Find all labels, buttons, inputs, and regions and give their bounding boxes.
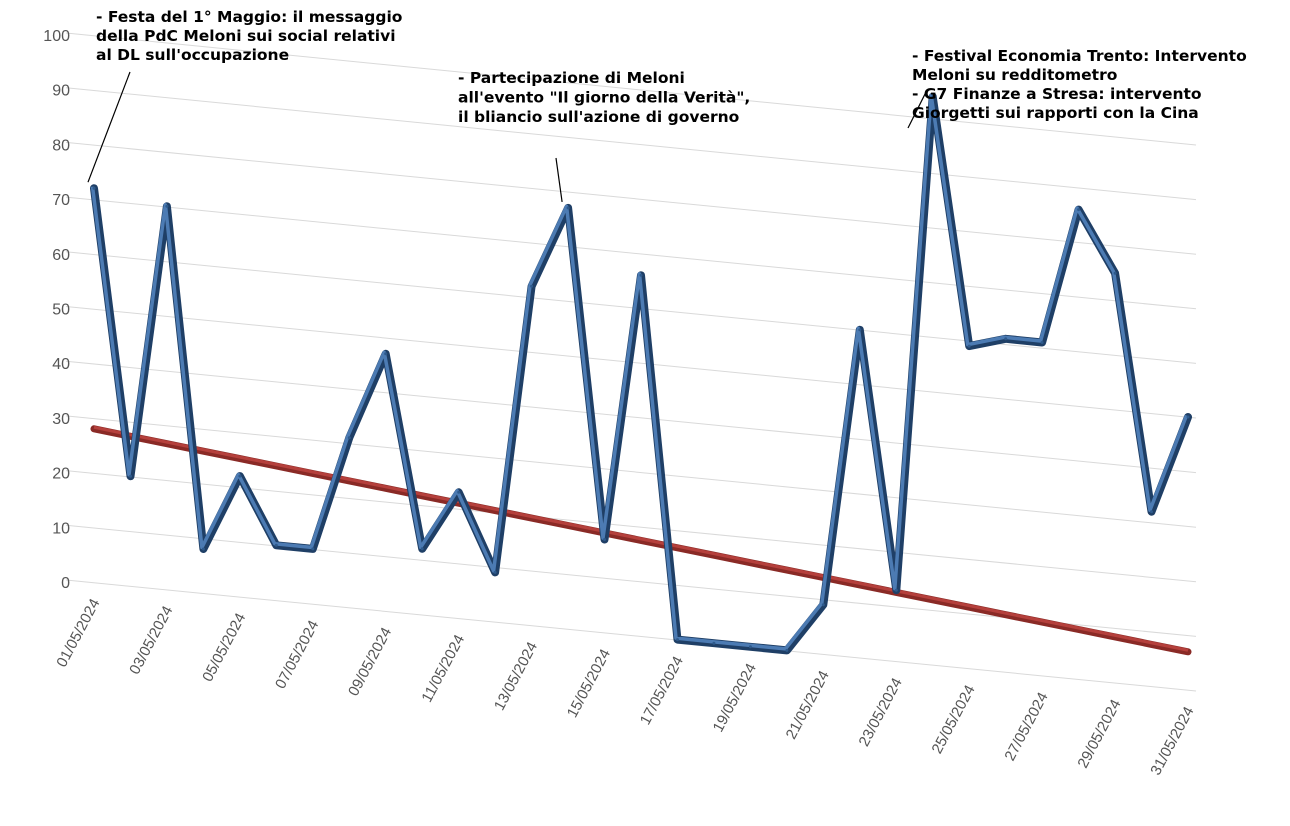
y-tick-label: 30 bbox=[52, 411, 70, 428]
main-series bbox=[90, 92, 1192, 655]
annotation-text-line: al DL sull'occupazione bbox=[96, 46, 289, 64]
data-point bbox=[894, 588, 898, 592]
annotation-text-line: all'evento "Il giorno della Verità", bbox=[458, 89, 750, 107]
data-point bbox=[712, 641, 716, 645]
y-tick-label: 20 bbox=[52, 466, 70, 483]
y-tick-label: 100 bbox=[43, 28, 70, 45]
y-axis-tick-labels: 0 10 20 30 40 50 60 70 80 90 100 bbox=[43, 28, 70, 592]
x-axis-tick-labels: 01/05/2024 03/05/2024 05/05/2024 07/05/2024… bbox=[53, 596, 1197, 778]
annotation-text-line: della PdC Meloni sui social relativi bbox=[96, 27, 396, 45]
annotation-text-line: - Partecipazione di Meloni bbox=[458, 69, 685, 87]
data-point bbox=[311, 547, 315, 551]
x-tick-label: 15/05/2024 bbox=[564, 646, 614, 720]
gridline bbox=[65, 415, 1197, 528]
data-point bbox=[420, 547, 424, 551]
gridline bbox=[65, 87, 1197, 201]
y-tick-label: 70 bbox=[52, 192, 70, 209]
data-point bbox=[530, 284, 534, 288]
annotation-leader-line bbox=[555, 157, 563, 202]
data-point bbox=[347, 436, 351, 440]
annotation-text-line: il bliancio sull'azione di governo bbox=[458, 108, 739, 126]
gridline bbox=[65, 141, 1197, 255]
data-point bbox=[1186, 415, 1190, 419]
data-point bbox=[676, 638, 679, 642]
gridline bbox=[65, 579, 1197, 692]
y-tick-label: 90 bbox=[52, 83, 70, 100]
data-point bbox=[92, 186, 96, 190]
data-point bbox=[858, 328, 862, 332]
annotations: - Festa del 1° Maggio: il messaggiodella… bbox=[87, 8, 1247, 202]
x-tick-label: 07/05/2024 bbox=[272, 617, 322, 691]
series-line bbox=[90, 93, 1189, 651]
x-tick-label: 21/05/2024 bbox=[783, 668, 833, 742]
x-tick-label: 03/05/2024 bbox=[126, 603, 176, 677]
annotation-text-line: Meloni su redditometro bbox=[912, 66, 1117, 84]
x-tick-label: 31/05/2024 bbox=[1147, 704, 1197, 778]
y-tick-label: 50 bbox=[52, 302, 70, 319]
annotation-text-line: Giorgetti sui rapporti con la Cina bbox=[912, 104, 1199, 122]
data-point bbox=[384, 352, 388, 356]
data-point bbox=[1004, 337, 1008, 341]
y-tick-label: 10 bbox=[52, 520, 70, 537]
annotation-leader-line bbox=[907, 90, 928, 129]
data-point bbox=[785, 648, 789, 652]
y-tick-label: 60 bbox=[52, 247, 70, 264]
data-point bbox=[238, 474, 242, 478]
gridline bbox=[65, 32, 1197, 146]
data-point bbox=[566, 206, 570, 210]
data-point bbox=[457, 490, 461, 494]
x-tick-label: 11/05/2024 bbox=[418, 632, 468, 705]
x-tick-label: 23/05/2024 bbox=[856, 675, 906, 749]
x-tick-label: 09/05/2024 bbox=[345, 625, 395, 699]
x-tick-label: 19/05/2024 bbox=[710, 661, 760, 735]
annotation-text-line: - Festa del 1° Maggio: il messaggio bbox=[96, 8, 402, 26]
series-line-shadow bbox=[90, 92, 1192, 655]
data-point bbox=[967, 344, 971, 348]
y-tick-label: 0 bbox=[61, 575, 70, 592]
data-point bbox=[165, 204, 169, 208]
x-tick-label: 01/05/2024 bbox=[53, 596, 103, 670]
gridline bbox=[65, 360, 1197, 474]
data-point bbox=[931, 95, 935, 99]
trendline-series bbox=[90, 425, 1192, 656]
x-tick-label: 27/05/2024 bbox=[1001, 689, 1051, 763]
data-point bbox=[1077, 208, 1081, 212]
data-point bbox=[493, 570, 497, 574]
x-tick-label: 29/05/2024 bbox=[1074, 697, 1124, 771]
trendline bbox=[93, 425, 1189, 652]
data-point bbox=[1113, 271, 1117, 275]
gridline bbox=[65, 470, 1197, 583]
x-tick-label: 13/05/2024 bbox=[491, 639, 541, 713]
x-tick-label: 17/05/2024 bbox=[637, 653, 687, 727]
data-point bbox=[129, 474, 132, 478]
gridline bbox=[65, 251, 1197, 364]
x-tick-label: 25/05/2024 bbox=[928, 682, 978, 756]
data-point bbox=[603, 538, 606, 541]
data-point bbox=[201, 547, 205, 551]
y-tick-label: 40 bbox=[52, 356, 70, 373]
annotation-leader-line bbox=[87, 71, 131, 183]
data-point bbox=[1040, 341, 1044, 344]
data-point bbox=[748, 645, 752, 649]
gridline bbox=[65, 196, 1197, 310]
data-point bbox=[639, 273, 643, 277]
y-tick-label: 80 bbox=[52, 137, 70, 154]
annotation-text-line: - G7 Finanze a Stresa: intervento bbox=[912, 85, 1202, 103]
x-tick-label: 05/05/2024 bbox=[199, 610, 249, 684]
data-point bbox=[274, 543, 278, 547]
annotation-text-line: - Festival Economia Trento: Intervento bbox=[912, 47, 1247, 65]
data-point bbox=[1150, 510, 1153, 514]
data-point bbox=[821, 603, 825, 607]
